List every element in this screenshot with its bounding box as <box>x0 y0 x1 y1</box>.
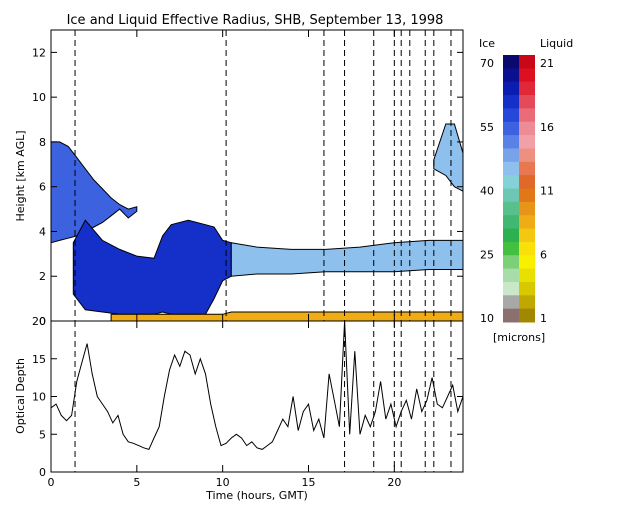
height-ytick-label: 10 <box>32 91 46 104</box>
depth-ytick-label: 15 <box>32 353 46 366</box>
colorbar-ice-swatch <box>503 201 519 216</box>
depth-ytick-label: 10 <box>32 391 46 404</box>
colorbar-ice-tick: 40 <box>480 185 494 198</box>
time-xtick-label: 5 <box>133 476 140 489</box>
depth-ytick-label: 20 <box>32 315 46 328</box>
colorbar-liquid-swatch <box>519 68 535 83</box>
colorbar-liquid-swatch <box>519 241 535 256</box>
colorbar-liquid-swatch <box>519 268 535 283</box>
height-axis-label: Height [km AGL] <box>14 130 27 221</box>
colorbar-liquid-swatch <box>519 81 535 96</box>
height-ytick-label: 12 <box>32 46 46 59</box>
colorbar-ice-tick: 10 <box>480 312 494 325</box>
colorbar-liquid-swatch <box>519 108 535 123</box>
time-xtick-label: 0 <box>48 476 55 489</box>
colorbar: Ice Liquid 70 21 55 16 40 11 25 6 10 1 [microns] <box>479 37 573 344</box>
colorbar-ice-swatch <box>503 228 519 243</box>
colorbar-ice-swatch <box>503 255 519 270</box>
colorbar-liquid-swatch <box>519 95 535 109</box>
colorbar-ice-label: Ice <box>479 37 495 50</box>
colorbar-liquid-swatch <box>519 121 535 136</box>
depth-ytick-label: 5 <box>39 428 46 441</box>
colorbar-liquid-swatch <box>519 188 535 203</box>
colorbar-liquid-swatch <box>519 281 535 296</box>
colorbar-ice-swatch <box>503 121 519 136</box>
colorbar-liquid-swatch <box>519 228 535 243</box>
height-ytick-label: 4 <box>39 225 46 238</box>
colorbar-ice-swatch <box>503 55 519 69</box>
colorbar-ice-swatch <box>503 175 519 189</box>
optical-depth-plot: 0 5 10 15 20 0 5 10 15 20 Optical Depth Time (ho… <box>14 315 464 502</box>
time-xtick-label: 20 <box>387 476 401 489</box>
colorbar-ice-swatch <box>503 95 519 109</box>
colorbar-liquid-tick: 6 <box>540 248 547 261</box>
colorbar-ice-swatch <box>503 241 519 256</box>
depth-ytick-label: 0 <box>39 466 46 479</box>
colorbar-ice-tick: 25 <box>480 248 494 261</box>
colorbar-ice-swatch <box>503 148 519 163</box>
colorbar-liquid-swatch <box>519 255 535 270</box>
optical-depth-axis-label: Optical Depth <box>14 358 27 434</box>
height-ytick-label: 6 <box>39 181 46 194</box>
colorbar-liquid-swatch <box>519 295 535 310</box>
colorbar-liquid-tick: 21 <box>540 57 554 70</box>
time-xtick-label: 15 <box>302 476 316 489</box>
colorbar-liquid-tick: 11 <box>540 185 554 198</box>
height-ytick-label: 2 <box>39 270 46 283</box>
colorbar-liquid-swatch <box>519 161 535 176</box>
colorbar-liquid-swatch <box>519 55 535 69</box>
colorbar-ice-swatch <box>503 281 519 296</box>
colorbar-ice-swatch <box>503 215 519 230</box>
colorbar-ice-tick: 70 <box>480 57 494 70</box>
effective-radius-plot: 0 2 4 6 8 10 12 Height [km AGL] <box>14 29 464 328</box>
colorbar-ice-tick: 55 <box>480 121 494 134</box>
time-xtick-label: 10 <box>216 476 230 489</box>
colorbar-liquid-swatch <box>519 215 535 230</box>
colorbar-liquid-swatch <box>519 201 535 216</box>
colorbar-liquid-tick: 1 <box>540 312 547 325</box>
colorbar-ice-swatch <box>503 308 519 323</box>
colorbar-liquid-swatch <box>519 135 535 149</box>
colorbar-ice-swatch <box>503 295 519 310</box>
colorbar-liquid-swatch <box>519 308 535 323</box>
time-axis-label: Time (hours, GMT) <box>205 489 308 502</box>
optical-depth-line <box>50 320 464 451</box>
colorbar-unit-label: [microns] <box>493 331 545 344</box>
cloud-layer-1 <box>50 141 138 244</box>
colorbar-ice-swatch <box>503 161 519 176</box>
chart-title: Ice and Liquid Effective Radius, SHB, Se… <box>67 13 444 28</box>
colorbar-liquid-swatch <box>519 175 535 189</box>
colorbar-ice-swatch <box>503 108 519 123</box>
height-ytick-label: 0 <box>39 315 46 328</box>
colorbar-ice-swatch <box>503 268 519 283</box>
colorbar-ice-swatch <box>503 68 519 83</box>
colorbar-ice-swatch <box>503 135 519 149</box>
colorbar-liquid-tick: 16 <box>540 121 554 134</box>
height-ytick-label: 8 <box>39 136 46 149</box>
colorbar-liquid-swatch <box>519 148 535 163</box>
colorbar-liquid-label: Liquid <box>540 37 573 50</box>
colorbar-ice-swatch <box>503 188 519 203</box>
colorbar-ice-swatch <box>503 81 519 96</box>
